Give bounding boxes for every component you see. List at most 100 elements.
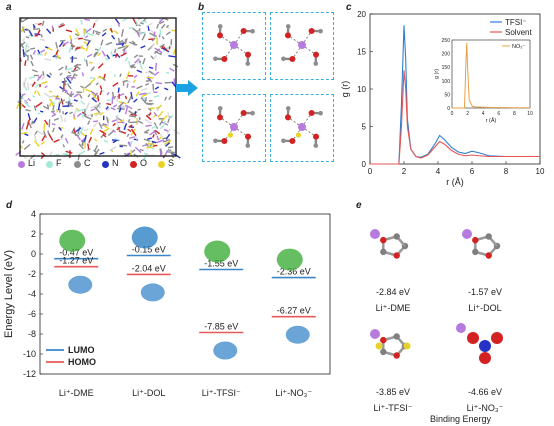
atom-bond <box>48 133 54 141</box>
atom-bond <box>46 28 52 34</box>
atom-bond <box>40 110 44 113</box>
atom-bond <box>95 18 99 23</box>
lumo-value-label-1: -0.15 eV <box>132 245 166 255</box>
atom-bond <box>73 93 79 98</box>
atom-bond <box>42 105 50 110</box>
atom-bond <box>151 125 157 130</box>
oxygen-atom <box>240 27 247 34</box>
atom-bond <box>100 39 104 46</box>
atom-bond <box>125 152 130 156</box>
coordination-bond <box>224 44 235 60</box>
md-simulation-box <box>15 17 181 161</box>
oxygen-atom <box>308 27 315 34</box>
legend-label-s: S <box>168 158 175 168</box>
atom-bond <box>39 38 46 41</box>
atom-bond <box>156 135 160 141</box>
atom-bond <box>155 81 163 85</box>
atom-bond <box>164 96 168 101</box>
atom-bond <box>153 94 160 98</box>
atom-bond <box>107 129 115 136</box>
atom-bond <box>100 134 104 139</box>
atom-bond <box>85 88 91 93</box>
carbon-atom <box>250 110 255 116</box>
atom-bond <box>127 128 132 133</box>
atom-bond <box>112 82 119 87</box>
atom-bond <box>31 81 36 88</box>
atom-bond <box>28 121 32 129</box>
atom-bond <box>59 22 64 26</box>
atom-bond <box>26 44 30 49</box>
atom-bond <box>30 47 36 50</box>
panel-d-letter: d <box>6 200 13 211</box>
atom-bond <box>59 85 66 92</box>
binding-label-1: Li⁺-DME <box>375 303 411 313</box>
oxygen-atom <box>479 352 491 364</box>
atom-bond <box>102 133 107 138</box>
oxygen-atom <box>221 138 228 145</box>
atom-bond <box>133 138 139 141</box>
atom-bond <box>136 69 143 73</box>
atom-bond <box>152 83 155 91</box>
nitrogen-atom <box>479 340 491 352</box>
atom-bond <box>55 95 59 99</box>
atom-bond <box>86 40 91 47</box>
orbital-blob <box>276 248 303 271</box>
atom-bond <box>154 48 161 55</box>
atom-bond <box>21 140 25 144</box>
atom-bond <box>145 22 153 28</box>
atom-bond <box>165 142 171 147</box>
atom-bond <box>144 131 149 134</box>
molecule-atom <box>393 352 400 359</box>
oxygen-atom <box>491 332 503 344</box>
atom-bond <box>99 129 107 135</box>
atom-bond <box>131 149 136 153</box>
atom-bond <box>80 100 86 105</box>
y-tick-label: -4 <box>28 289 36 299</box>
orbital-blob <box>68 275 93 294</box>
legend-dot-o <box>130 161 137 168</box>
atom-bond <box>44 51 48 56</box>
atom-bond <box>138 92 147 96</box>
carbon-atom <box>213 138 218 144</box>
atom-bond <box>105 41 113 46</box>
atom-bond <box>95 32 100 36</box>
atom-bond <box>78 93 83 99</box>
atom-bond <box>91 97 98 103</box>
orbital-blob <box>131 226 158 249</box>
atom-bond <box>51 123 56 126</box>
atom-bond <box>170 114 174 119</box>
atom-bond <box>77 37 83 40</box>
carbon-atom <box>217 106 223 111</box>
atom-bond <box>122 45 129 52</box>
atom-bond <box>140 45 146 49</box>
atom-bond <box>21 131 28 135</box>
atom-bond <box>159 43 165 48</box>
lithium-atom <box>370 229 380 239</box>
lithium-atom <box>456 323 466 333</box>
atom-bond <box>88 61 93 64</box>
atom-bond <box>131 40 136 45</box>
atom-bond <box>99 85 103 90</box>
atom-bond <box>129 149 133 156</box>
atom-bond <box>148 66 154 70</box>
oxygen-atom <box>467 332 479 344</box>
atom-bond <box>117 126 122 133</box>
atom-bond <box>163 120 166 125</box>
atom-bond <box>80 85 84 89</box>
atom-bond <box>60 134 64 139</box>
atom-bond <box>98 122 103 129</box>
atom-bond <box>24 101 31 108</box>
coordination-bond <box>287 35 303 46</box>
atom-bond <box>76 112 82 118</box>
y-tick-label: 2 <box>31 229 36 239</box>
atom-bond <box>74 64 81 70</box>
rdf-line-1 <box>370 70 540 165</box>
atom-bond <box>78 143 84 150</box>
y-tick-label: 10 <box>357 85 366 94</box>
atom-bond <box>65 76 72 84</box>
sulfur-atom <box>403 342 411 350</box>
sulfur-atom <box>295 132 302 138</box>
oxygen-atom <box>221 56 228 63</box>
atom-bond <box>64 89 68 94</box>
carbon-atom <box>217 24 223 29</box>
